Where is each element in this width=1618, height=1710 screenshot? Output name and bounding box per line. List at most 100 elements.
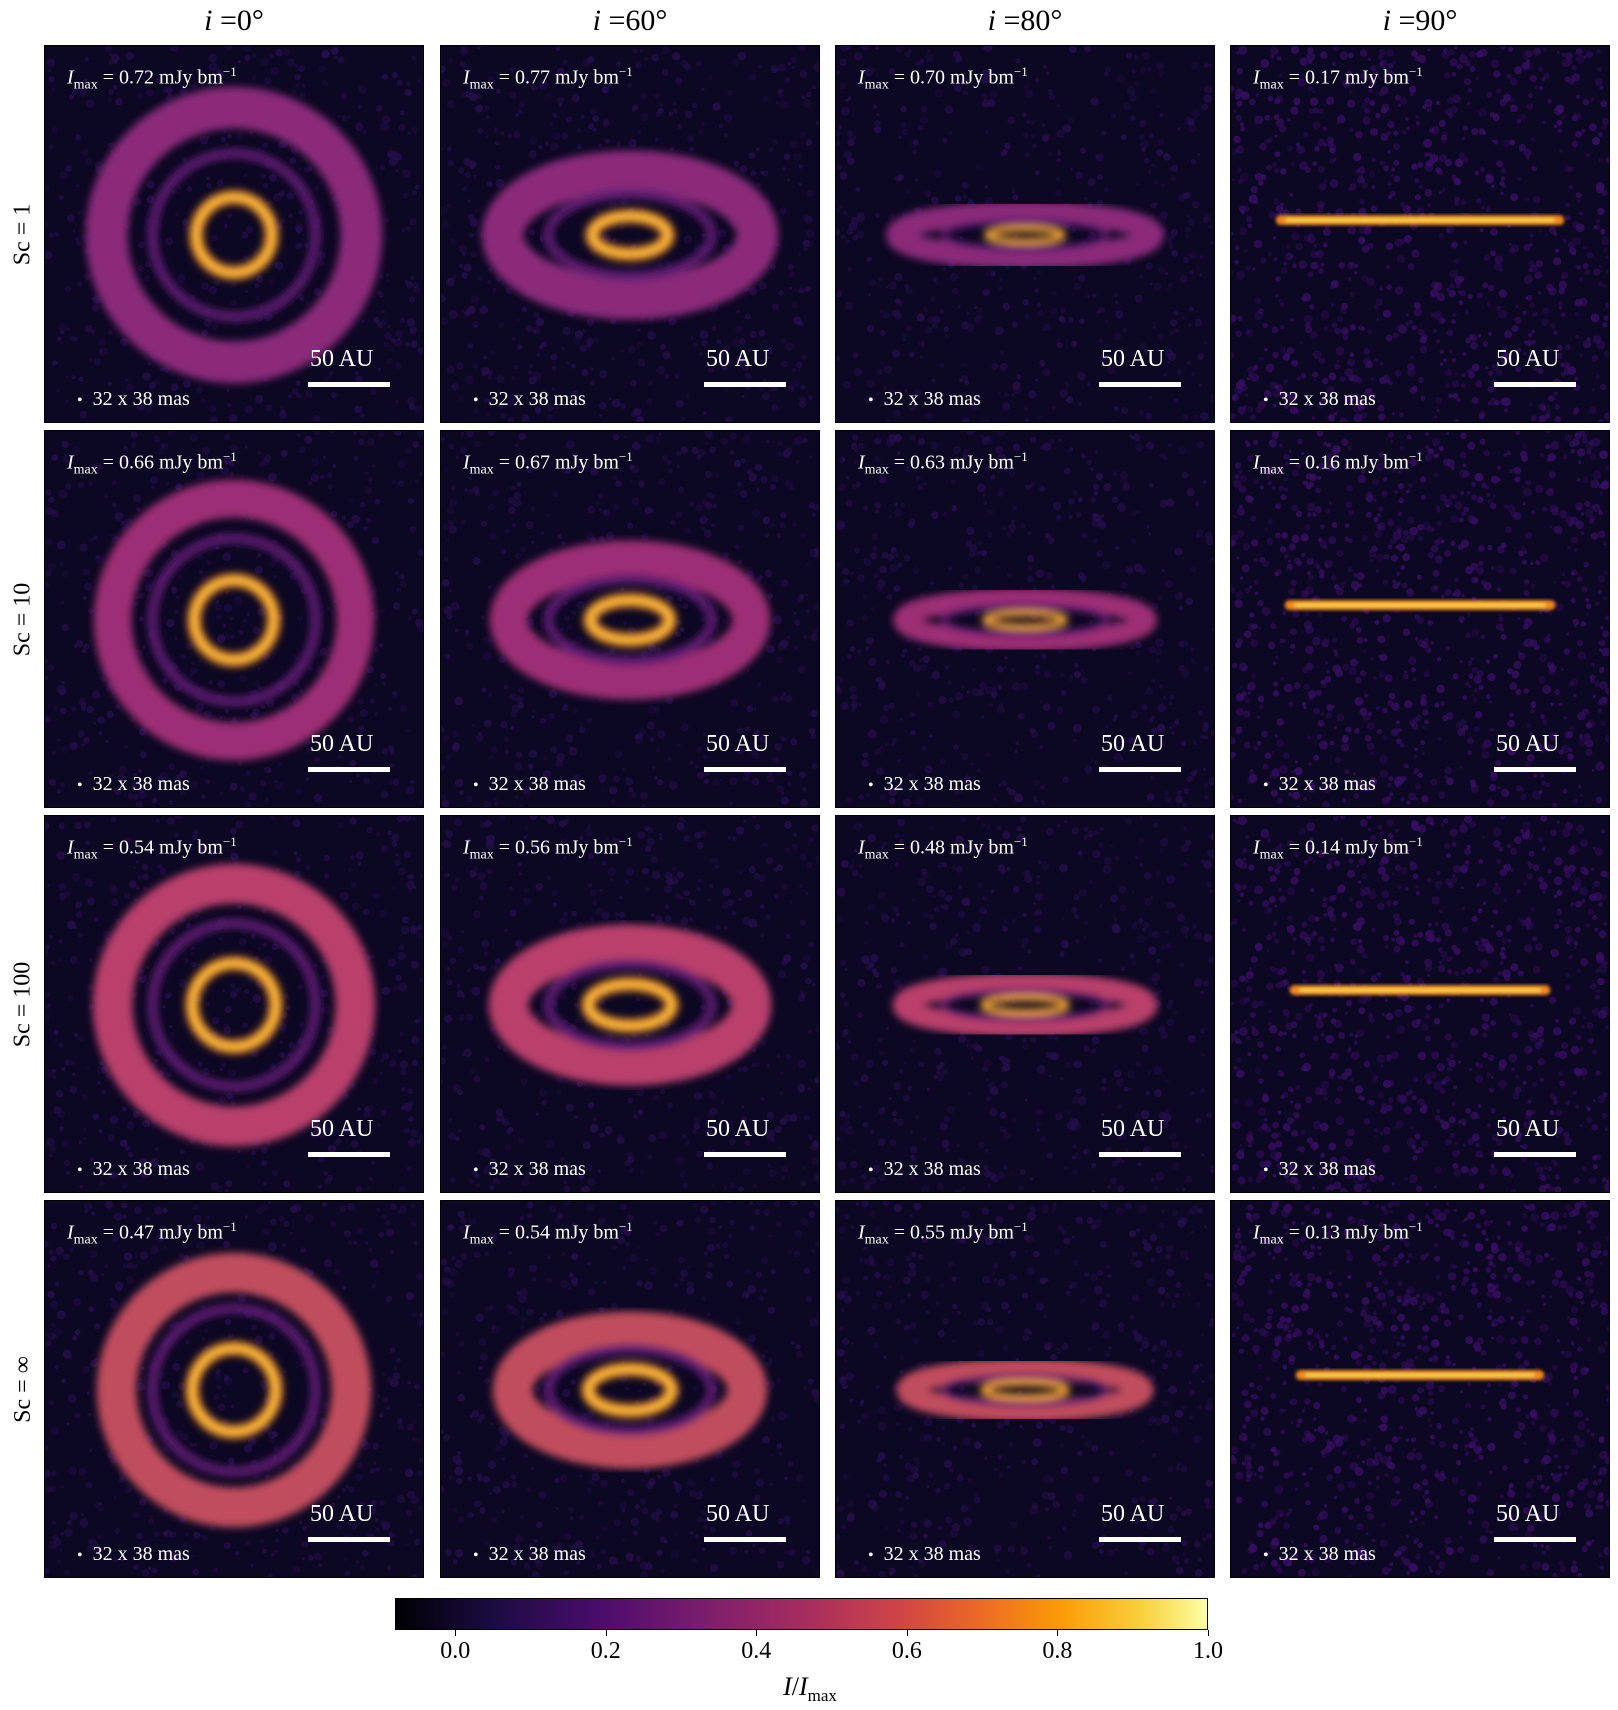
imax-symbol: I (463, 1221, 470, 1244)
imax-value: = 0.14 mJy bm (1283, 836, 1409, 859)
imax-value: = 0.67 mJy bm (493, 451, 619, 474)
imax-unit-exponent: −1 (1408, 1219, 1423, 1234)
beam-size-text: 32 x 38 mas (1278, 1158, 1376, 1180)
beam-size-text: 32 x 38 mas (488, 388, 586, 410)
imax-label: Imax = 0.56 mJy bm−1 (463, 834, 633, 864)
row-label-text: Sc = 100 (9, 961, 36, 1047)
imax-unit-exponent: −1 (1013, 834, 1028, 849)
beam-size-text: 32 x 38 mas (488, 773, 586, 795)
beam-marker: • (868, 1547, 874, 1564)
noise-background (836, 816, 1214, 1192)
imax-symbol: I (1253, 1221, 1260, 1244)
beam-size-label: • 32 x 38 mas (473, 388, 586, 411)
scalebar (1099, 382, 1181, 387)
beam-marker: • (473, 1547, 479, 1564)
row-label: Sc = 10 (0, 430, 46, 808)
colorbar-label-numerator: I (783, 1672, 792, 1701)
disk-emission (1289, 985, 1551, 996)
imax-symbol: I (1253, 836, 1260, 859)
beam-size-text: 32 x 38 mas (1278, 773, 1376, 795)
column-title-variable: i (204, 4, 213, 37)
imax-label: Imax = 0.66 mJy bm−1 (67, 449, 237, 479)
beam-size-label: • 32 x 38 mas (473, 773, 586, 796)
disk-emission (489, 540, 771, 700)
outer-ring (896, 1358, 1154, 1422)
imax-subscript: max (469, 847, 494, 863)
colorbar-tick-label: 0.8 (1042, 1638, 1073, 1664)
gap-ring (147, 533, 321, 707)
image-panel: Imax = 0.72 mJy bm−1 • 32 x 38 mas 50 AU (44, 45, 424, 423)
beam-size-text: 32 x 38 mas (92, 773, 190, 795)
beam-marker: • (473, 1162, 479, 1179)
outer-ring (93, 479, 375, 761)
imax-label: Imax = 0.48 mJy bm−1 (858, 834, 1028, 864)
disk-emission (896, 1358, 1154, 1422)
beam-size-text: 32 x 38 mas (883, 1158, 981, 1180)
disk-image (441, 816, 819, 1192)
imax-label: Imax = 0.67 mJy bm−1 (463, 449, 633, 479)
beam-marker: • (77, 1547, 83, 1564)
gap-ring (147, 1303, 321, 1477)
column-title-value: =0° (212, 4, 264, 37)
image-panel: Imax = 0.54 mJy bm−1 • 32 x 38 mas 50 AU (440, 1200, 820, 1578)
scalebar-label: 50 AU (1101, 346, 1165, 372)
imax-subscript: max (1259, 77, 1284, 93)
beam-marker: • (1263, 1547, 1269, 1564)
column-title: i =0° (44, 4, 424, 38)
disk-image (836, 46, 1214, 422)
disk-image (1231, 46, 1609, 422)
imax-value: = 0.54 mJy bm (493, 1221, 619, 1244)
outer-ring (489, 540, 771, 700)
outer-ring (886, 201, 1164, 269)
image-panel: Imax = 0.16 mJy bm−1 • 32 x 38 mas 50 AU (1230, 430, 1610, 808)
row-label: Sc = 100 (0, 815, 46, 1193)
scalebar (308, 382, 390, 387)
beam-marker: • (868, 777, 874, 794)
scalebar (308, 1152, 390, 1157)
beam-size-label: • 32 x 38 mas (77, 388, 190, 411)
outer-ring (488, 924, 772, 1086)
disk-emission (892, 972, 1158, 1038)
scalebar-label: 50 AU (706, 731, 770, 757)
beam-marker: • (77, 392, 83, 409)
disk-image (836, 431, 1214, 807)
beam-size-label: • 32 x 38 mas (868, 388, 981, 411)
imax-label: Imax = 0.63 mJy bm−1 (858, 449, 1028, 479)
imax-subscript: max (1259, 462, 1284, 478)
imax-unit-exponent: −1 (222, 1219, 237, 1234)
imax-value: = 0.55 mJy bm (888, 1221, 1014, 1244)
disk-image (1231, 1201, 1609, 1577)
image-panel: Imax = 0.54 mJy bm−1 • 32 x 38 mas 50 AU (44, 815, 424, 1193)
image-panel: Imax = 0.77 mJy bm−1 • 32 x 38 mas 50 AU (440, 45, 820, 423)
scalebar-label: 50 AU (706, 1116, 770, 1142)
colorbar-label-denominator: I (798, 1672, 808, 1701)
beam-size-text: 32 x 38 mas (883, 388, 981, 410)
outer-ring (96, 1252, 372, 1528)
disk-emission (481, 150, 779, 320)
inner-ring-highlight (982, 1381, 1068, 1399)
imax-value: = 0.17 mJy bm (1283, 66, 1409, 89)
image-panel: Imax = 0.48 mJy bm−1 • 32 x 38 mas 50 AU (835, 815, 1215, 1193)
imax-unit-exponent: −1 (1408, 64, 1423, 79)
disk-image (441, 431, 819, 807)
scalebar-label: 50 AU (1496, 1501, 1560, 1527)
scalebar (704, 1152, 786, 1157)
imax-label: Imax = 0.16 mJy bm−1 (1253, 449, 1423, 479)
outer-ring (85, 86, 383, 384)
beam-marker: • (77, 777, 83, 794)
noise-background (1231, 46, 1609, 422)
imax-symbol: I (858, 451, 865, 474)
imax-symbol: I (463, 451, 470, 474)
disk-emission (893, 588, 1157, 652)
beam-size-text: 32 x 38 mas (883, 773, 981, 795)
imax-unit-exponent: −1 (222, 449, 237, 464)
colorbar-tick (1057, 1630, 1059, 1636)
scalebar (704, 382, 786, 387)
imax-value: = 0.77 mJy bm (493, 66, 619, 89)
image-panel: Imax = 0.47 mJy bm−1 • 32 x 38 mas 50 AU (44, 1200, 424, 1578)
outer-ring (492, 1311, 768, 1469)
colorbar-tick-label: 0.6 (891, 1638, 922, 1664)
colorbar-axis-label: I/Imax (700, 1672, 920, 1706)
imax-value: = 0.48 mJy bm (888, 836, 1014, 859)
imax-value: = 0.63 mJy bm (888, 451, 1014, 474)
